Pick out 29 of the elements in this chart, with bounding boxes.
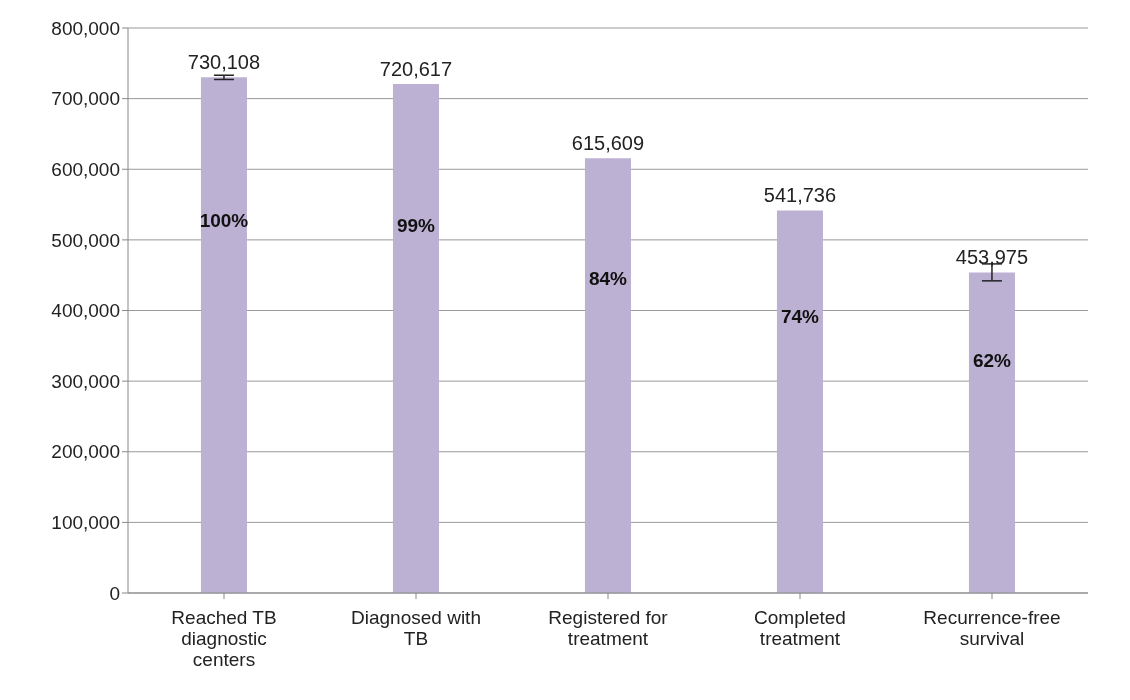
data-label: 720,617: [379, 58, 453, 81]
bar: [584, 158, 631, 593]
y-tick-label: 200,000: [51, 441, 120, 463]
annotation: 100%: [199, 209, 249, 231]
data-label: 541,736: [763, 184, 837, 207]
annotation: 84%: [588, 267, 628, 289]
data-label: 615,609: [571, 132, 645, 155]
data-label: 730,108: [187, 51, 261, 74]
y-tick-label: 600,000: [51, 158, 120, 180]
bar: [200, 77, 247, 593]
annotation: 74%: [780, 305, 820, 327]
x-tick-label: Recurrence-free survival: [923, 607, 1061, 650]
data-label: 453,975: [955, 246, 1029, 269]
y-tick-label: 700,000: [51, 88, 120, 110]
y-tick-label: 0: [109, 582, 120, 604]
bar: [392, 84, 439, 593]
bar: [776, 210, 823, 593]
annotation: 99%: [396, 214, 436, 236]
annotation: 62%: [972, 350, 1012, 372]
y-tick-label: 500,000: [51, 229, 120, 251]
x-tick-label: Completed treatment: [754, 607, 846, 650]
x-tick-label: Diagnosed with TB: [351, 607, 481, 650]
bar: [968, 272, 1015, 593]
x-tick-label: Registered for treatment: [548, 607, 669, 650]
y-tick-label: 400,000: [51, 300, 120, 322]
y-tick-label: 800,000: [51, 17, 120, 39]
y-tick-label: 300,000: [51, 370, 120, 392]
x-tick-label: Reached TB diagnostic centers: [171, 607, 277, 670]
y-tick-label: 100,000: [51, 512, 120, 534]
